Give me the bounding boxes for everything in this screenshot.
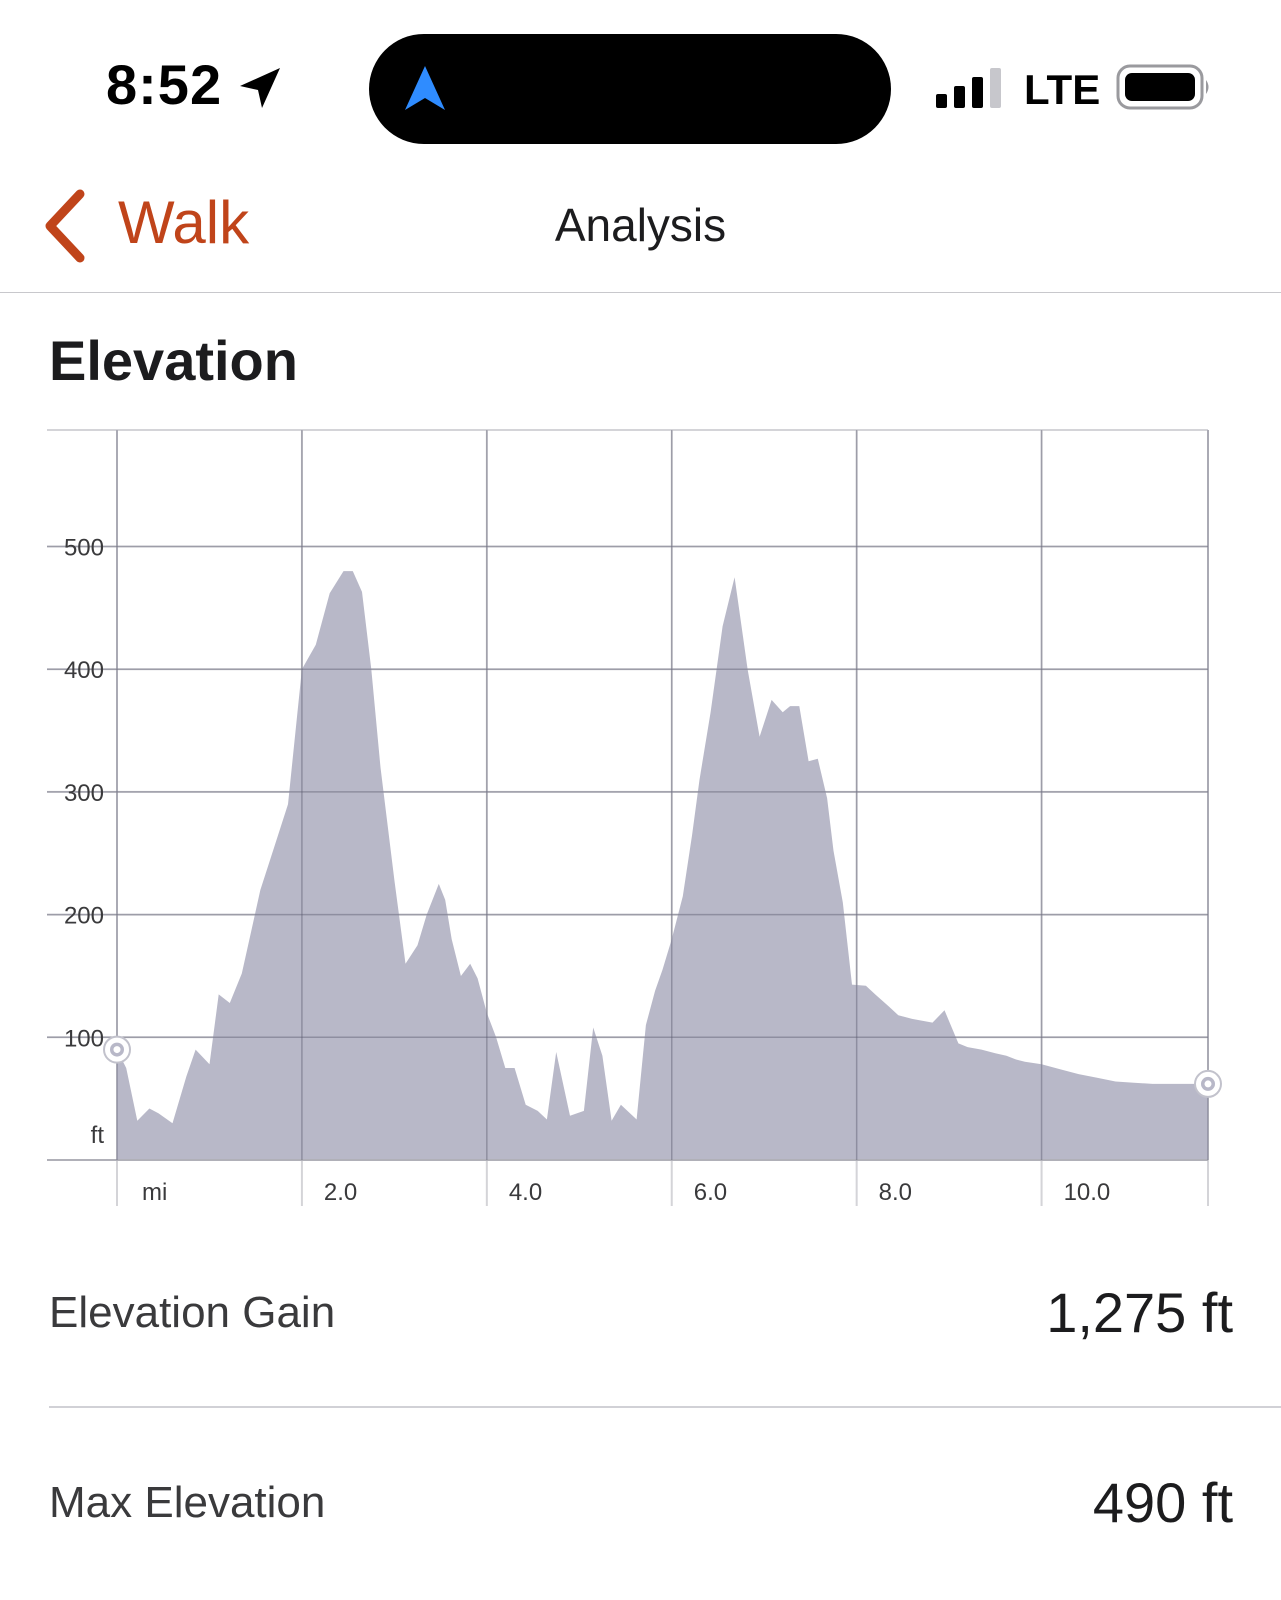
stat-label: Elevation Gain bbox=[49, 1288, 336, 1337]
elevation-heading: Elevation bbox=[49, 329, 298, 392]
x-tick-label: 6.0 bbox=[694, 1179, 727, 1206]
location-arrow-icon bbox=[240, 68, 280, 108]
status-bar: 8:52 LTE bbox=[0, 0, 1281, 170]
navigation-arrow-icon bbox=[405, 66, 445, 110]
x-tick-label: 2.0 bbox=[324, 1179, 357, 1206]
y-tick-label: 400 bbox=[64, 657, 104, 684]
back-button[interactable]: Walk bbox=[118, 189, 250, 256]
marker-dot bbox=[1204, 1080, 1212, 1088]
marker-dot bbox=[113, 1046, 121, 1054]
navigation-bar: Walk Analysis bbox=[0, 170, 1281, 293]
stat-label: Max Elevation bbox=[49, 1478, 326, 1527]
y-axis-unit: ft bbox=[91, 1122, 105, 1149]
stat-max-elevation: Max Elevation 490 ft bbox=[49, 1470, 1233, 1550]
x-tick-label: 8.0 bbox=[879, 1179, 912, 1206]
x-axis-ticks: 2.0 4.0 6.0 8.0 10.0 bbox=[324, 1179, 1110, 1206]
stat-value: 490 ft bbox=[1092, 1471, 1233, 1534]
x-axis-unit: mi bbox=[142, 1179, 167, 1206]
y-tick-label: 200 bbox=[64, 903, 104, 930]
elevation-chart: 100 200 300 400 500 2.0 4.0 6.0 8.0 10.0 ft mi bbox=[47, 429, 1222, 1206]
battery-icon bbox=[1116, 64, 1209, 110]
stat-value: 1,275 ft bbox=[1046, 1281, 1233, 1344]
network-type: LTE bbox=[1024, 66, 1101, 113]
range-markers bbox=[103, 1035, 1222, 1098]
stat-elevation-gain: Elevation Gain 1,275 ft bbox=[49, 1280, 1233, 1360]
dynamic-island[interactable] bbox=[369, 34, 891, 144]
x-tick-label: 10.0 bbox=[1064, 1179, 1111, 1206]
y-tick-label: 100 bbox=[64, 1025, 104, 1052]
cellular-signal-icon bbox=[936, 68, 1001, 108]
x-tick-label: 4.0 bbox=[509, 1179, 542, 1206]
page-title: Analysis bbox=[554, 199, 727, 251]
elevation-area bbox=[117, 571, 1208, 1160]
y-axis-ticks: 100 200 300 400 500 bbox=[64, 535, 104, 1053]
y-tick-label: 500 bbox=[64, 535, 104, 562]
chevron-left-icon[interactable] bbox=[38, 186, 90, 266]
chart-grid-overlay bbox=[47, 430, 1209, 1161]
divider bbox=[49, 1406, 1281, 1408]
status-time: 8:52 bbox=[106, 53, 223, 116]
y-tick-label: 300 bbox=[64, 780, 104, 807]
